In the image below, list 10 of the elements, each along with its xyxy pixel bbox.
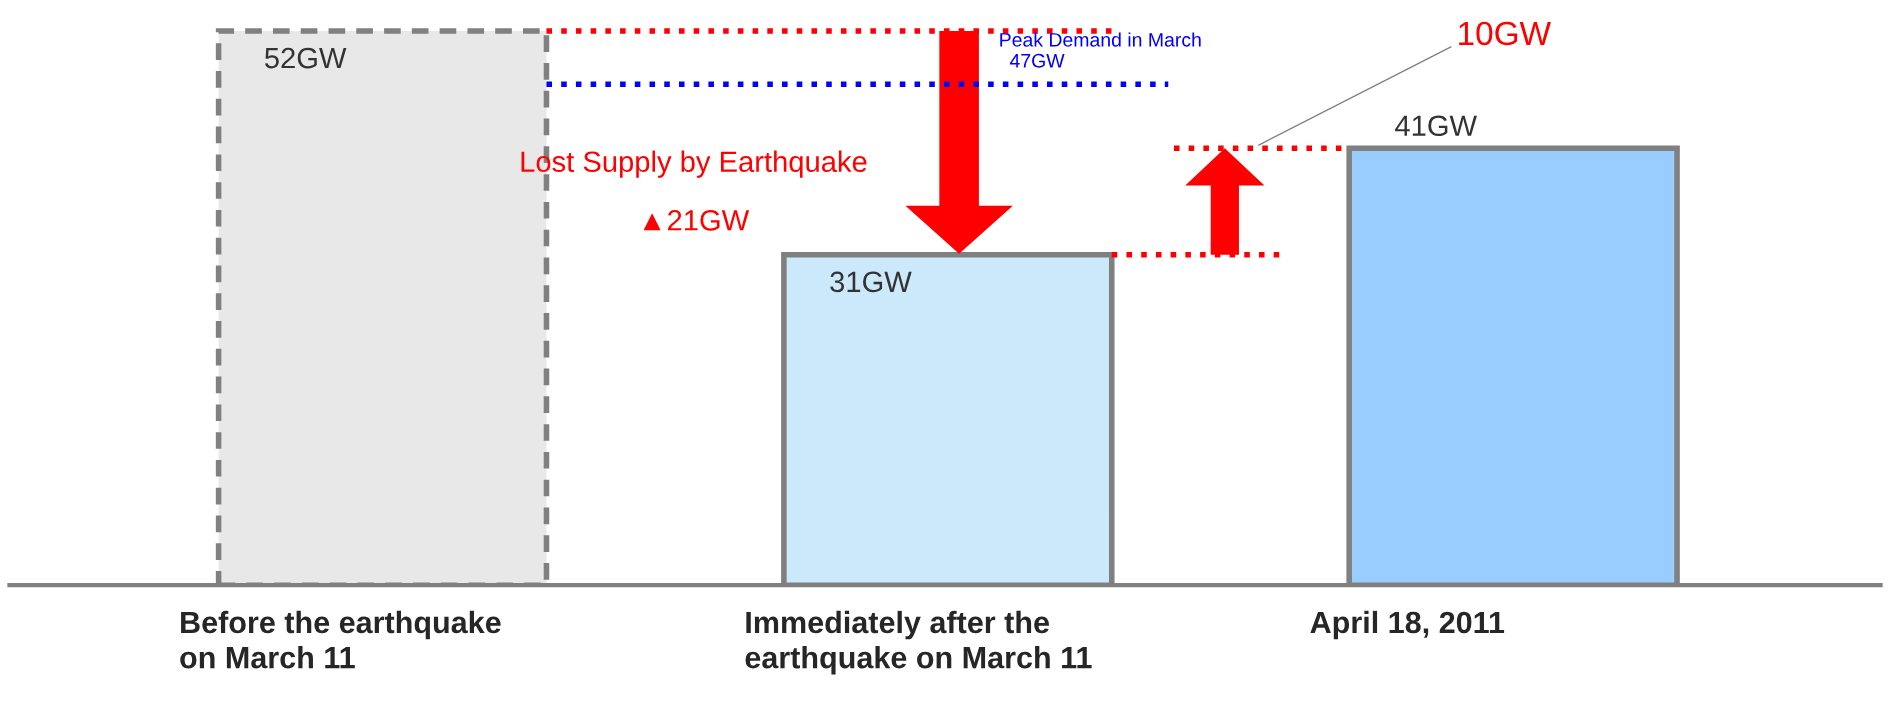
data-label: 52GW bbox=[265, 47, 347, 69]
ref-line-label: Peak Demand in March 47GW bbox=[1000, 32, 1201, 68]
annotation: Lost Supply by Earthquake bbox=[521, 150, 867, 178]
x-tick-label: April 18, 2011 bbox=[1310, 610, 1505, 640]
data-label: 31GW bbox=[830, 271, 912, 293]
x-tick-label: Immediately after the earthquake on March 11 bbox=[745, 610, 1092, 675]
data-label: 41GW bbox=[1395, 115, 1477, 137]
annotation: ▲21GW bbox=[643, 209, 750, 231]
annotation: 10GW bbox=[1459, 21, 1551, 46]
x-tick-label: Before the earthquake on March 11 bbox=[180, 610, 501, 669]
